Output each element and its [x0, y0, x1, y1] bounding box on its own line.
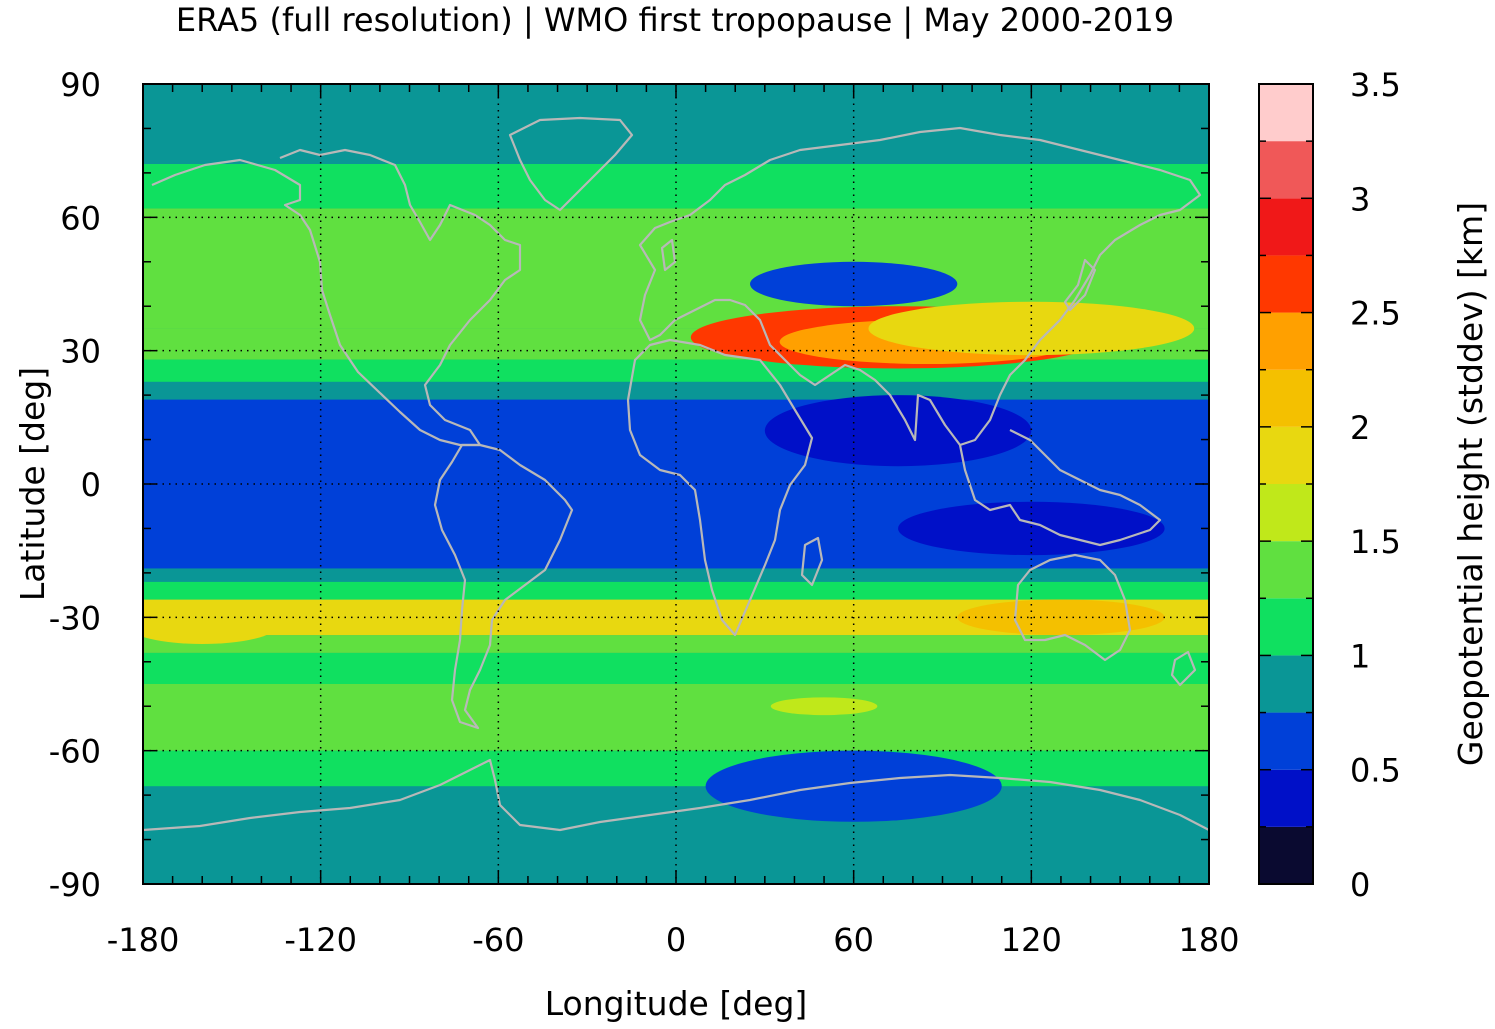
colorbar-frame	[1258, 83, 1314, 885]
coastline-madagascar	[800, 536, 824, 587]
colorbar-tick-labels: 0 0.5 1 1.5 2 2.5 3 3.5	[1350, 66, 1401, 904]
coastline-british-isles	[660, 238, 677, 272]
colorbar-block	[1259, 598, 1313, 656]
y-tick-label: 90	[60, 66, 101, 104]
y-tick-label: 0	[81, 466, 101, 504]
plot-frame	[142, 83, 1210, 885]
contour-feature	[770, 697, 878, 716]
colorbar-block	[1259, 369, 1313, 427]
y-axis-title: Latitude [deg]	[13, 367, 52, 601]
y-tick-label: -60	[49, 733, 101, 771]
y-tick-label: 30	[60, 333, 101, 371]
y-tick-label: -90	[49, 866, 101, 904]
colorbar-block	[1259, 426, 1313, 484]
colorbar-tick-label: 1	[1350, 637, 1370, 675]
coastline-australia	[1013, 553, 1132, 662]
coastline-europe-asia	[638, 126, 1202, 447]
x-tick-label: 180	[1178, 921, 1239, 959]
contour-feature	[764, 395, 1032, 467]
x-axis-title: Longitude [deg]	[545, 984, 808, 1023]
colorbar-block	[1259, 826, 1313, 884]
x-tick-labels: -180 -120 -60 0 60 120 180	[107, 921, 1240, 959]
colorbar-tick-label: 2	[1350, 409, 1370, 447]
x-tick-label: -60	[472, 921, 524, 959]
colorbar-tick-label: 3.5	[1350, 66, 1401, 104]
colorbar-title: Geopotential height (stddev) [km]	[1451, 202, 1490, 766]
coastline-japan	[1063, 258, 1097, 312]
contour-band	[143, 652, 1209, 684]
colorbar-block	[1259, 484, 1313, 542]
coastline-north-america	[151, 148, 522, 447]
colorbar-block	[1259, 769, 1313, 827]
coastline-southeast-asia	[958, 429, 1162, 547]
colorbar-block	[1259, 712, 1313, 770]
coastlines	[143, 116, 1209, 832]
colorbar-block	[1259, 198, 1313, 256]
coastline-greenland	[508, 116, 634, 212]
y-tick-labels: -90 -60 -30 0 30 60 90	[49, 66, 101, 904]
colorbar-tick-label: 3	[1350, 180, 1370, 218]
contour-feature	[868, 301, 1195, 356]
x-tick-label: 0	[666, 921, 686, 959]
colorbar-tick-label: 0.5	[1350, 752, 1401, 790]
contour-feature	[898, 501, 1165, 556]
colorbar-block	[1259, 255, 1313, 313]
colorbar-block	[1259, 312, 1313, 370]
colorbar-tick-label: 1.5	[1350, 523, 1401, 561]
contour-feature	[750, 261, 958, 307]
colorbar-block	[1259, 541, 1313, 599]
colorbar-block	[1259, 655, 1313, 713]
contour-band	[143, 581, 1209, 600]
x-tick-label: -120	[284, 921, 357, 959]
x-tick-label: 60	[833, 921, 874, 959]
coastline-new-zealand	[1170, 650, 1197, 687]
colorbar: 0 0.5 1 1.5 2 2.5 3 3.5 Geopotential height (st…	[1258, 66, 1490, 904]
plot-area	[142, 83, 1210, 885]
coastline-south-america	[433, 443, 574, 730]
coastline-antarctica	[143, 758, 1209, 832]
grid-lines	[143, 84, 1209, 884]
colorbar-block	[1259, 141, 1313, 199]
colorbar-blocks	[1259, 84, 1313, 884]
contour-feature	[143, 608, 277, 644]
colorbar-tick-label: 0	[1350, 866, 1370, 904]
y-tick-label: -30	[49, 599, 101, 637]
contour-band	[143, 568, 1209, 582]
x-tick-label: -180	[107, 921, 180, 959]
colorbar-block	[1259, 84, 1313, 142]
colorbar-tick-label: 2.5	[1350, 295, 1401, 333]
coastline-africa	[626, 338, 814, 637]
chart-title: ERA5 (full resolution) | WMO first tropo…	[176, 1, 1174, 39]
axis-ticks	[142, 83, 1210, 885]
y-tick-label: 60	[60, 199, 101, 237]
x-tick-label: 120	[1001, 921, 1062, 959]
